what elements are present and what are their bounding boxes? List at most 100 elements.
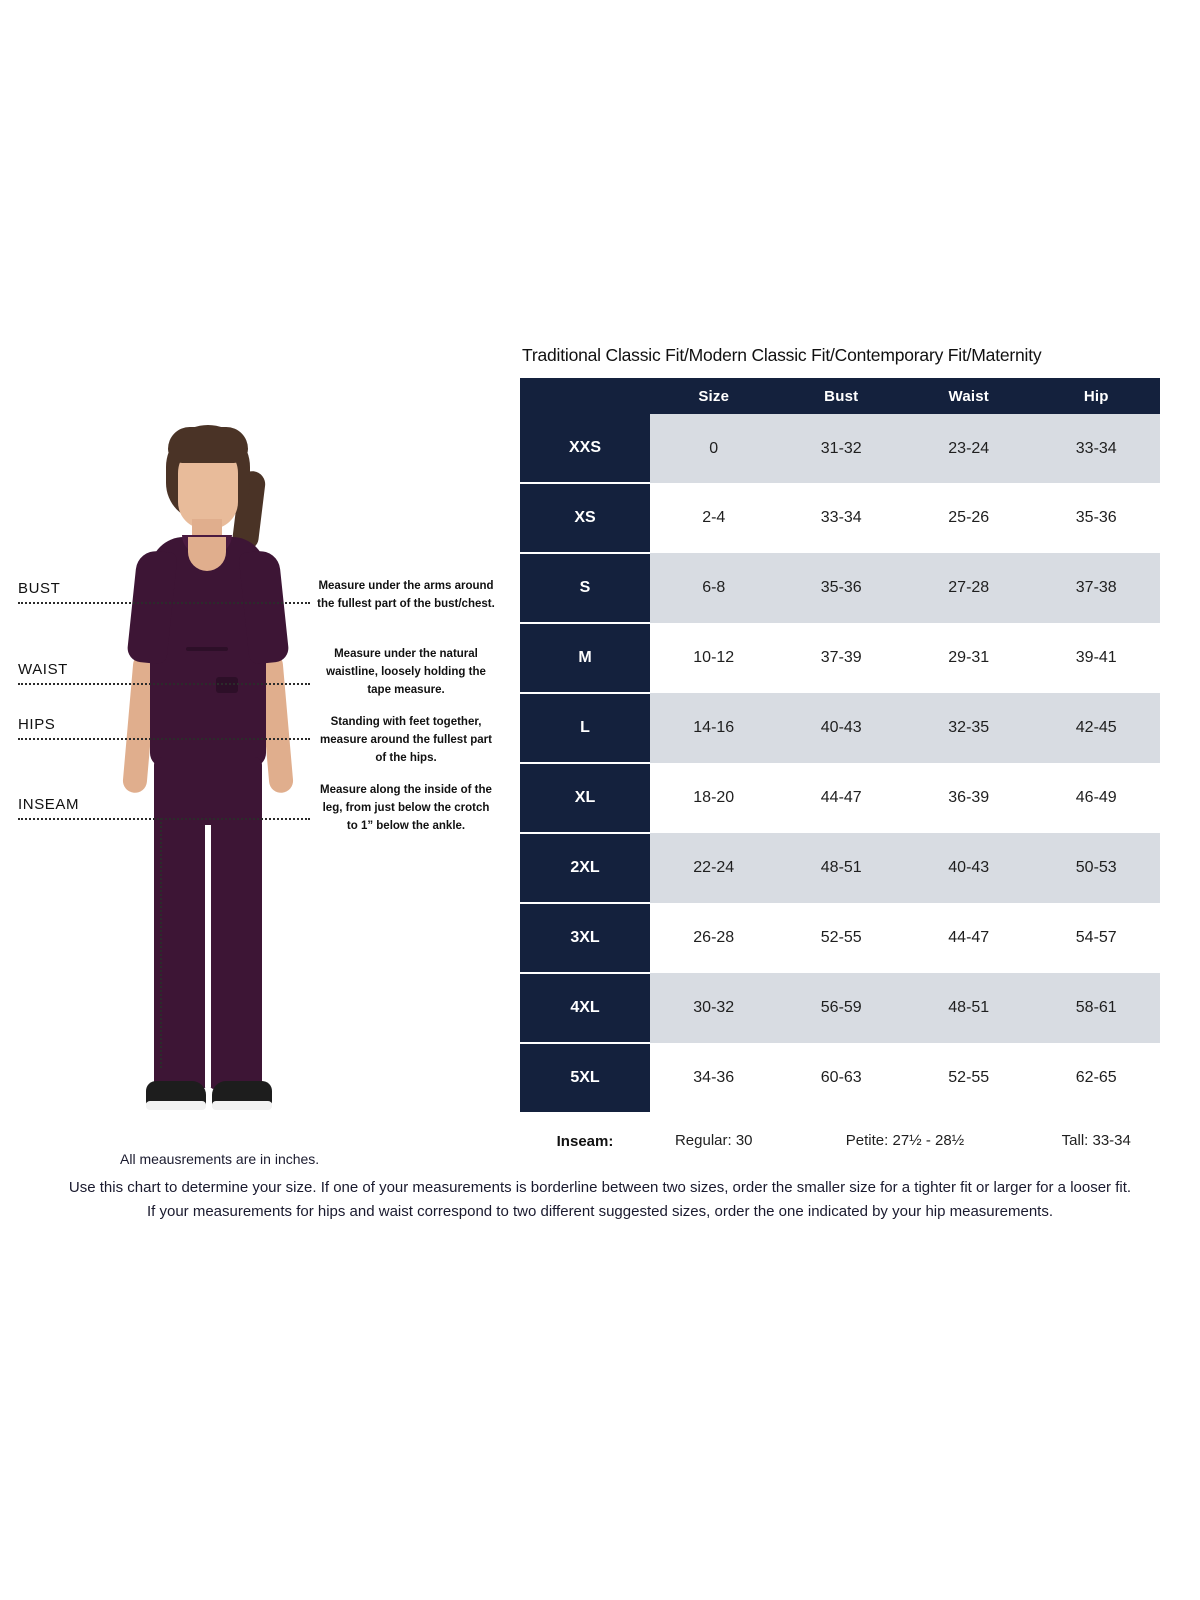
row-waist: 27-28 (905, 553, 1033, 623)
row-size: 10-12 (650, 623, 778, 693)
table-row: 3XL 26-28 52-55 44-47 54-57 (520, 903, 1160, 974)
row-waist: 44-47 (905, 903, 1033, 973)
row-label: 2XL (520, 833, 650, 904)
hips-instruction: Standing with feet together, measure aro… (320, 716, 492, 764)
table-row: 4XL 30-32 56-59 48-51 58-61 (520, 973, 1160, 1044)
row-waist: 29-31 (905, 623, 1033, 693)
table-row: M 10-12 37-39 29-31 39-41 (520, 623, 1160, 694)
row-bust: 40-43 (777, 693, 905, 763)
table-row: 2XL 22-24 48-51 40-43 50-53 (520, 833, 1160, 904)
row-size: 0 (650, 414, 778, 483)
model-right-sole (212, 1101, 272, 1110)
waist-guide-line (18, 683, 310, 685)
table-row: 5XL 34-36 60-63 52-55 62-65 (520, 1043, 1160, 1114)
header-waist: Waist (905, 378, 1033, 414)
inseam-row-label: Inseam: (520, 1113, 650, 1168)
row-bust: 33-34 (777, 483, 905, 553)
header-hip: Hip (1032, 378, 1160, 414)
row-hip: 46-49 (1032, 763, 1160, 833)
inseam-vertical-guide (160, 818, 162, 1068)
row-waist: 23-24 (905, 414, 1033, 483)
row-label: XS (520, 483, 650, 554)
table-title: Traditional Classic Fit/Modern Classic F… (522, 345, 1042, 365)
table-row: XXS 0 31-32 23-24 33-34 (520, 414, 1160, 484)
row-size: 34-36 (650, 1043, 778, 1113)
bust-guide-line (18, 602, 310, 604)
row-hip: 50-53 (1032, 833, 1160, 903)
row-waist: 25-26 (905, 483, 1033, 553)
row-bust: 35-36 (777, 553, 905, 623)
model-left-leg (154, 817, 206, 1089)
row-hip: 42-45 (1032, 693, 1160, 763)
model-illustration (108, 425, 308, 1155)
row-bust: 37-39 (777, 623, 905, 693)
table-row: S 6-8 35-36 27-28 37-38 (520, 553, 1160, 624)
row-waist: 48-51 (905, 973, 1033, 1043)
row-size: 6-8 (650, 553, 778, 623)
row-bust: 56-59 (777, 973, 905, 1043)
header-row: Size Bust Waist Hip (520, 378, 1160, 414)
row-bust: 48-51 (777, 833, 905, 903)
model-left-sole (146, 1101, 206, 1110)
table-row: XS 2-4 33-34 25-26 35-36 (520, 483, 1160, 554)
inseam-petite: Petite: 27½ - 28½ (777, 1113, 1033, 1168)
size-table: Size Bust Waist Hip XXS 0 31-32 23-24 33… (520, 378, 1160, 1168)
row-bust: 31-32 (777, 414, 905, 483)
inseam-regular: Regular: 30 (650, 1113, 778, 1168)
row-size: 26-28 (650, 903, 778, 973)
header-bust: Bust (777, 378, 905, 414)
row-label: L (520, 693, 650, 764)
hips-label: HIPS (18, 716, 56, 733)
row-hip: 62-65 (1032, 1043, 1160, 1113)
row-hip: 37-38 (1032, 553, 1160, 623)
row-label: S (520, 553, 650, 624)
footer-line-1: Use this chart to determine your size. I… (68, 1179, 1132, 1196)
model-figure-panel: BUST WAIST HIPS INSEAM Measure under the… (0, 330, 520, 1170)
row-label: 3XL (520, 903, 650, 974)
size-table-body: XXS 0 31-32 23-24 33-34 XS 2-4 33-34 25-… (520, 414, 1160, 1114)
row-size: 2-4 (650, 483, 778, 553)
model-vneck (188, 537, 226, 571)
inseam-label: INSEAM (18, 796, 80, 813)
row-hip: 39-41 (1032, 623, 1160, 693)
row-size: 18-20 (650, 763, 778, 833)
size-table-head: Size Bust Waist Hip (520, 378, 1160, 414)
row-hip: 54-57 (1032, 903, 1160, 973)
model-fringe (168, 427, 248, 463)
row-waist: 52-55 (905, 1043, 1033, 1113)
header-size: Size (650, 378, 778, 414)
waist-instruction: Measure under the natural waistline, loo… (326, 648, 486, 696)
model-leg-gap (205, 825, 211, 1087)
inseam-tall: Tall: 33-34 (1032, 1113, 1160, 1168)
size-table-panel: Traditional Classic Fit/Modern Classic F… (520, 345, 1160, 1168)
row-waist: 32-35 (905, 693, 1033, 763)
row-size: 30-32 (650, 973, 778, 1043)
row-hip: 35-36 (1032, 483, 1160, 553)
row-bust: 52-55 (777, 903, 905, 973)
row-size: 14-16 (650, 693, 778, 763)
waist-label: WAIST (18, 661, 68, 678)
row-label: M (520, 623, 650, 694)
header-blank (520, 378, 650, 414)
inseam-row: Inseam: Regular: 30 Petite: 27½ - 28½ Ta… (520, 1113, 1160, 1168)
row-label: 4XL (520, 973, 650, 1044)
row-hip: 33-34 (1032, 414, 1160, 483)
size-table-foot: Inseam: Regular: 30 Petite: 27½ - 28½ Ta… (520, 1113, 1160, 1168)
row-hip: 58-61 (1032, 973, 1160, 1043)
row-waist: 36-39 (905, 763, 1033, 833)
row-label: XXS (520, 414, 650, 484)
bust-label: BUST (18, 580, 61, 597)
row-bust: 44-47 (777, 763, 905, 833)
table-row: XL 18-20 44-47 36-39 46-49 (520, 763, 1160, 834)
footer-line-2: If your measurements for hips and waist … (146, 1203, 1054, 1220)
units-note: All meausrements are in inches. (120, 1151, 320, 1167)
row-size: 22-24 (650, 833, 778, 903)
row-waist: 40-43 (905, 833, 1033, 903)
model-pocket (216, 677, 238, 693)
model-waist-tie (186, 647, 228, 651)
row-label: 5XL (520, 1043, 650, 1114)
inseam-guide-line (18, 818, 310, 820)
row-label: XL (520, 763, 650, 834)
table-row: L 14-16 40-43 32-35 42-45 (520, 693, 1160, 764)
